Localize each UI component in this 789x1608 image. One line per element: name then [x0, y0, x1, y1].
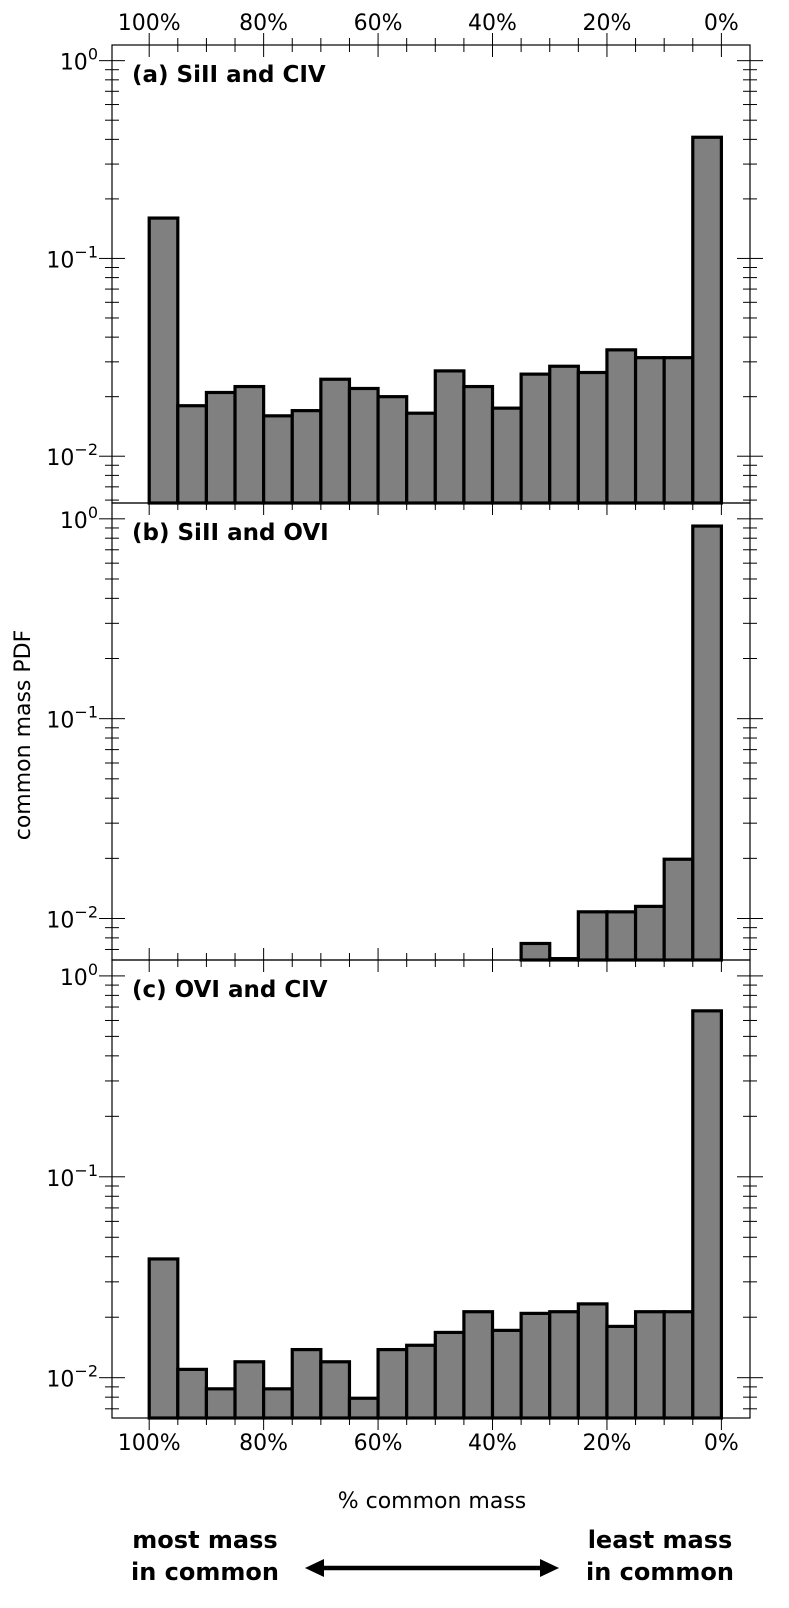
histogram-bar	[490, 406, 523, 505]
histogram-bar	[319, 1360, 352, 1420]
histogram-bar	[290, 409, 323, 505]
panel-frame	[111, 502, 751, 961]
histogram-bar	[691, 524, 723, 962]
histogram-bar	[605, 910, 638, 962]
y-tick-label: 10−1	[46, 242, 98, 273]
histogram-bar	[633, 1310, 666, 1420]
histogram-bar	[376, 1347, 409, 1420]
double-arrow-icon	[305, 1559, 559, 1577]
histogram-bar	[490, 1328, 523, 1420]
histogram-bar	[262, 1387, 294, 1420]
histogram-bar	[176, 1367, 209, 1420]
panel-frame	[111, 959, 751, 1419]
histogram-bar	[662, 356, 695, 505]
x-axis-label: % common mass	[338, 1489, 527, 1514]
histogram-bar	[204, 1387, 237, 1420]
x-tick-label-bottom: 100%	[118, 1431, 181, 1456]
x-tick-label-bottom: 40%	[468, 1431, 517, 1456]
histogram-bar	[576, 910, 609, 962]
y-tick-label: 10−2	[46, 1362, 98, 1393]
y-tick-label: 10−2	[46, 903, 98, 934]
histogram-bar	[633, 904, 666, 962]
annotation-most-mass-line1: most mass	[132, 1526, 277, 1554]
y-axis-label: common mass PDF	[11, 630, 36, 841]
histogram-bar	[691, 135, 723, 505]
x-tick-label-bottom: 0%	[704, 1431, 739, 1456]
histogram-bar	[147, 216, 180, 505]
panel-1: 100 10−1 10−2 (a) SiII and CIV	[46, 33, 763, 505]
histogram-bar	[319, 377, 352, 505]
histogram-bar	[462, 1310, 495, 1420]
y-tick-label: 10−1	[46, 703, 98, 734]
x-tick-label-bottom: 60%	[354, 1431, 403, 1456]
histogram-bar	[347, 386, 380, 505]
x-tick-label-top: 60%	[354, 11, 403, 36]
histogram-bar	[433, 369, 466, 505]
panel-title: (b) SiII and OVI	[132, 520, 329, 546]
histogram-bar	[519, 1311, 552, 1420]
histogram-bar	[519, 372, 552, 505]
histogram-bar	[347, 1396, 380, 1420]
histogram-bar	[405, 411, 437, 505]
panel-title: (c) OVI and CIV	[132, 977, 328, 1003]
histogram-bar	[605, 348, 638, 505]
histogram-bar	[376, 395, 409, 505]
histogram-bar	[576, 1302, 609, 1420]
panel-3: 100 10−1 10−2 (c) OVI and CIV	[46, 959, 763, 1430]
chart-panels: 100 10−1 10−2 (a) SiII and CIV 100 10−1 10−2 (b…	[46, 11, 763, 1456]
histogram-bar	[462, 384, 495, 505]
y-tick-label: 100	[60, 45, 98, 76]
histogram-bar	[433, 1330, 466, 1420]
histogram-bar	[576, 370, 609, 505]
y-tick-label: 10−1	[46, 1161, 98, 1192]
histogram-bar	[147, 1257, 180, 1420]
histogram-bar	[662, 857, 695, 962]
panel-title: (a) SiII and CIV	[132, 62, 326, 88]
histogram-bar	[233, 1360, 266, 1420]
histogram-bar	[605, 1324, 638, 1420]
x-tick-label-top: 80%	[239, 11, 288, 36]
histogram-bar	[691, 1009, 723, 1420]
histogram-bar	[405, 1343, 437, 1420]
histogram-bar	[548, 364, 580, 505]
histogram-bar	[176, 404, 209, 505]
annotation-least-mass-line1: least mass	[588, 1526, 733, 1554]
x-tick-label-top: 100%	[118, 11, 181, 36]
panel-2: 100 10−1 10−2 (b) SiII and OVI	[46, 502, 763, 962]
annotation-least-mass-line2: in common	[586, 1558, 734, 1586]
x-tick-label-top: 20%	[582, 11, 631, 36]
histogram-bar	[548, 1310, 580, 1420]
histogram-bar	[204, 390, 237, 505]
x-tick-label-top: 0%	[704, 11, 739, 36]
histogram-bar	[633, 356, 666, 505]
y-tick-label: 100	[60, 960, 98, 991]
histogram-bar	[662, 1310, 695, 1420]
y-tick-label: 100	[60, 503, 98, 534]
x-tick-label-bottom: 20%	[582, 1431, 631, 1456]
x-tick-label-top: 40%	[468, 11, 517, 36]
histogram-bar	[262, 414, 294, 505]
histogram-bar	[233, 384, 266, 505]
histogram-bar	[519, 941, 552, 962]
annotation-most-mass-line2: in common	[131, 1558, 279, 1586]
histogram-bar	[290, 1347, 323, 1420]
y-tick-label: 10−2	[46, 440, 98, 471]
x-tick-label-bottom: 80%	[239, 1431, 288, 1456]
